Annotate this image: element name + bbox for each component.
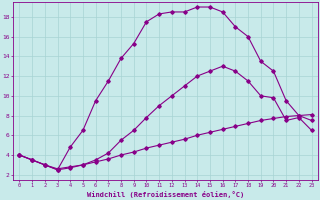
X-axis label: Windchill (Refroidissement éolien,°C): Windchill (Refroidissement éolien,°C) [87, 191, 244, 198]
